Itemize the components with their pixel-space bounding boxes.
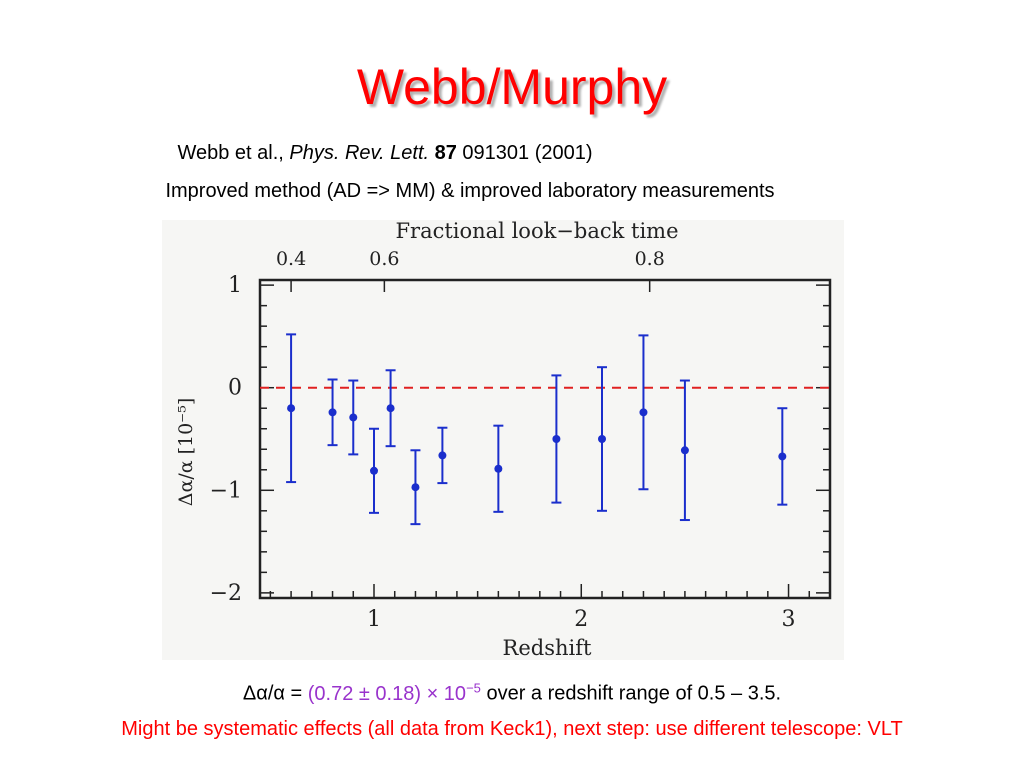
data-point bbox=[438, 451, 447, 460]
citation-volume: 87 bbox=[434, 142, 457, 164]
result-value: (0.72 ± 0.18) × 10−5 bbox=[307, 680, 481, 705]
plot-frame bbox=[258, 278, 832, 600]
scatter-chart: Fractional look−back time Redshift Δα/α … bbox=[175, 219, 832, 660]
result-line: Δα/α = (0.72 ± 0.18) × 10−5 over a redsh… bbox=[0, 680, 1024, 706]
data-point bbox=[370, 466, 378, 475]
y-tick-label: 1 bbox=[228, 273, 242, 298]
y-tick-label: −1 bbox=[210, 478, 242, 503]
result-prefix: Δα/α = bbox=[242, 682, 308, 705]
result-exponent: −5 bbox=[466, 680, 481, 695]
data-point bbox=[287, 404, 296, 413]
data-point bbox=[598, 435, 606, 443]
data-point bbox=[411, 483, 420, 492]
chart-panel: Fractional look−back time Redshift Δα/α … bbox=[162, 219, 844, 660]
y-axis-label: Δα/α [10⁻⁵] bbox=[175, 398, 197, 506]
result-suffix: over a redshift range of 0.5 – 3.5. bbox=[480, 682, 782, 705]
data-point bbox=[349, 413, 358, 422]
x-tick-label: 3 bbox=[782, 607, 796, 632]
x-tick-label: 1 bbox=[367, 607, 381, 632]
caveat-note: Might be systematic effects (all data fr… bbox=[121, 718, 903, 740]
citation: Webb et al., Phys. Rev. Lett. 87 091301 … bbox=[0, 142, 770, 165]
x-axis-label: Redshift bbox=[503, 636, 592, 660]
data-point bbox=[778, 452, 787, 461]
y-tick-label: 0 bbox=[228, 376, 242, 401]
plot-layer: 1 2 3 1 0 −1 −2 0.4 0.6 0.8 bbox=[210, 248, 832, 632]
data-point bbox=[328, 408, 337, 417]
x-tick-label: 2 bbox=[574, 607, 588, 632]
citation-authors: Webb et al., bbox=[177, 142, 290, 164]
y-tick-label: −2 bbox=[210, 581, 242, 606]
top-axis-tick-label: 0.8 bbox=[635, 248, 665, 270]
slide-subtitle: Improved method (AD => MM) & improved la… bbox=[165, 180, 775, 202]
citation-rest: 091301 (2001) bbox=[456, 142, 593, 164]
data-point bbox=[680, 446, 689, 455]
top-axis-tick-label: 0.4 bbox=[276, 248, 306, 270]
data-point bbox=[494, 464, 503, 473]
chart-title: Fractional look−back time bbox=[395, 220, 678, 243]
result-value-mantissa: (0.72 ± 0.18) × 10 bbox=[307, 682, 467, 705]
data-point bbox=[386, 404, 395, 413]
data-point bbox=[639, 408, 648, 417]
top-axis-tick-label: 0.6 bbox=[369, 248, 399, 270]
citation-journal: Phys. Rev. Lett. bbox=[289, 142, 430, 164]
slide-title: Webb/Murphy bbox=[356, 59, 668, 115]
data-point bbox=[552, 435, 561, 443]
